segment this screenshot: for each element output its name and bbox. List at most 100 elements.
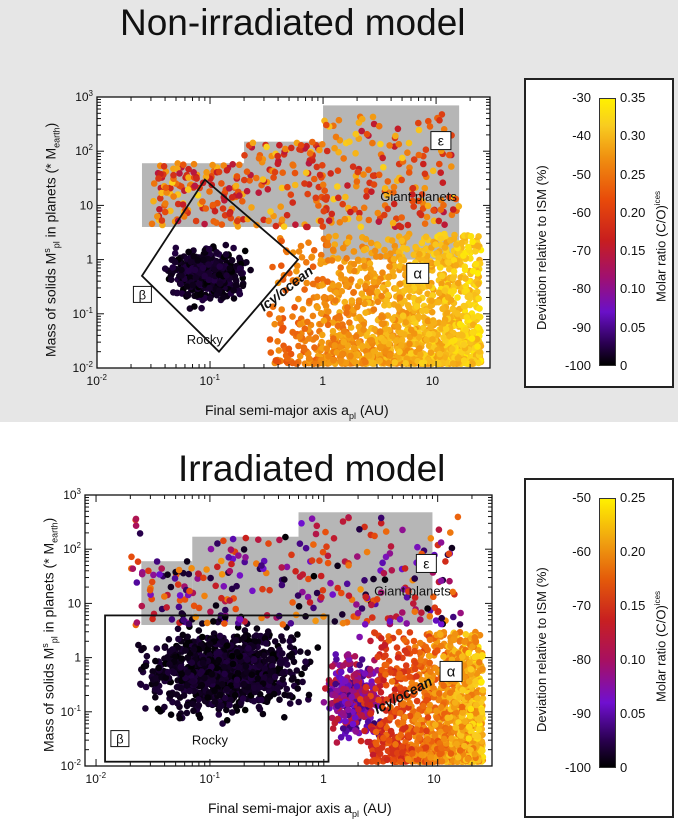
- data-point: [435, 696, 443, 704]
- data-point: [450, 268, 458, 275]
- data-point: [227, 696, 234, 704]
- data-point: [183, 709, 191, 717]
- data-point: [264, 186, 272, 193]
- data-point: [182, 674, 189, 682]
- data-point: [342, 359, 350, 367]
- data-point: [415, 296, 423, 304]
- data-point: [183, 702, 191, 710]
- data-point: [185, 165, 192, 173]
- data-point: [377, 344, 384, 352]
- data-point: [305, 239, 312, 246]
- data-point: [376, 328, 384, 335]
- data-point: [378, 313, 385, 321]
- data-point: [463, 287, 470, 295]
- data-point: [462, 326, 470, 334]
- data-point: [200, 256, 207, 264]
- data-point: [199, 198, 206, 205]
- data-point: [239, 282, 247, 290]
- data-point: [430, 319, 438, 327]
- data-point: [280, 223, 288, 230]
- data-point: [253, 625, 261, 632]
- data-point: [251, 684, 258, 692]
- data-point: [356, 209, 363, 217]
- data-point: [311, 344, 318, 351]
- data-point: [318, 282, 325, 289]
- data-point: [260, 652, 268, 659]
- data-point: [397, 256, 405, 264]
- data-point: [193, 175, 200, 182]
- data-point: [413, 303, 421, 310]
- data-point: [409, 197, 416, 205]
- data-point: [390, 189, 397, 196]
- data-point: [454, 279, 462, 287]
- data-point: [441, 221, 448, 228]
- data-point: [223, 167, 231, 174]
- data-point: [282, 145, 289, 153]
- data-point: [190, 707, 197, 715]
- data-point: [233, 173, 241, 180]
- data-point: [295, 342, 302, 350]
- data-point: [276, 141, 283, 149]
- data-point: [298, 253, 306, 261]
- data-point: [283, 661, 291, 668]
- data-point: [328, 663, 336, 670]
- data-point: [228, 257, 236, 264]
- data-point: [179, 631, 187, 639]
- data-point: [301, 286, 308, 293]
- data-point: [172, 244, 180, 252]
- data-point: [392, 285, 400, 292]
- data-point: [213, 249, 220, 256]
- data-point: [219, 294, 227, 301]
- data-point: [335, 148, 342, 156]
- data-point: [401, 287, 408, 295]
- data-point: [201, 674, 208, 682]
- data-point: [403, 649, 411, 657]
- data-point: [406, 304, 413, 312]
- data-point: [223, 717, 231, 724]
- colorbar-left-tick: -40: [572, 128, 591, 144]
- data-point: [406, 286, 413, 294]
- data-point: [287, 191, 295, 198]
- data-point: [328, 257, 336, 264]
- data-point: [283, 685, 291, 693]
- data-point: [389, 333, 396, 340]
- data-point: [428, 308, 436, 316]
- data-point: [438, 280, 445, 288]
- data-point: [287, 350, 295, 358]
- data-point: [441, 244, 449, 251]
- data-point: [143, 652, 151, 660]
- y-tick-label: 1: [86, 253, 93, 267]
- data-point: [437, 642, 445, 650]
- data-point: [362, 282, 369, 290]
- data-point: [255, 650, 262, 658]
- data-point: [342, 677, 349, 685]
- data-point: [216, 287, 223, 294]
- data-point: [161, 265, 169, 273]
- data-point: [379, 269, 386, 277]
- data-point: [288, 144, 295, 152]
- data-point: [167, 692, 174, 699]
- data-point: [456, 638, 464, 645]
- data-point: [199, 659, 207, 667]
- data-point: [153, 675, 160, 682]
- data-point: [185, 174, 192, 181]
- data-point: [152, 694, 159, 701]
- data-point: [291, 304, 298, 311]
- data-point: [242, 663, 250, 670]
- data-point: [338, 351, 346, 358]
- data-point: [321, 187, 329, 194]
- colorbar-right-tick: 0.25: [620, 166, 646, 182]
- data-point: [304, 649, 312, 656]
- data-point: [371, 326, 379, 333]
- data-point: [404, 221, 412, 229]
- data-point: [149, 668, 156, 675]
- colorbar-left-tick: -80: [572, 281, 591, 297]
- data-point: [274, 338, 281, 345]
- data-point: [374, 298, 382, 306]
- data-point: [233, 681, 240, 688]
- giant-planets-label: Giant planets: [380, 189, 457, 204]
- data-point: [270, 174, 277, 181]
- data-point: [390, 272, 397, 280]
- data-point: [328, 700, 335, 707]
- data-point: [404, 149, 411, 156]
